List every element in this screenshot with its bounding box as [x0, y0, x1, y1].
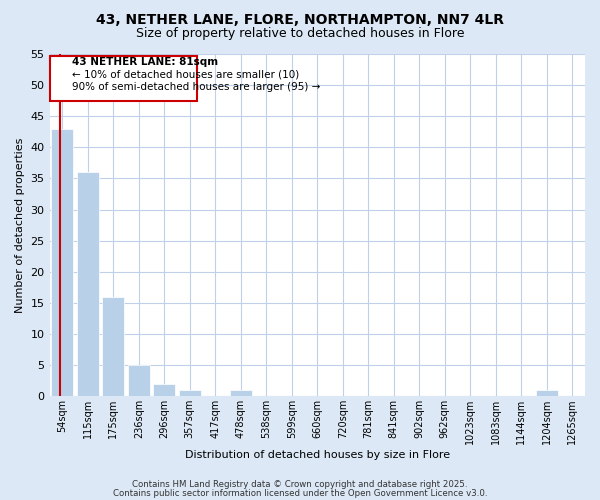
Bar: [52, 128, 73, 396]
Y-axis label: Number of detached properties: Number of detached properties: [15, 138, 25, 313]
Bar: [77, 172, 98, 396]
Bar: [536, 390, 557, 396]
FancyBboxPatch shape: [50, 56, 197, 100]
Text: 43, NETHER LANE, FLORE, NORTHAMPTON, NN7 4LR: 43, NETHER LANE, FLORE, NORTHAMPTON, NN7…: [96, 12, 504, 26]
X-axis label: Distribution of detached houses by size in Flore: Distribution of detached houses by size …: [185, 450, 450, 460]
Text: Size of property relative to detached houses in Flore: Size of property relative to detached ho…: [136, 28, 464, 40]
Bar: [128, 365, 149, 396]
Text: Contains public sector information licensed under the Open Government Licence v3: Contains public sector information licen…: [113, 488, 487, 498]
Bar: [230, 390, 251, 396]
Text: 43 NETHER LANE: 81sqm: 43 NETHER LANE: 81sqm: [73, 57, 218, 67]
Text: 90% of semi-detached houses are larger (95) →: 90% of semi-detached houses are larger (…: [73, 82, 321, 92]
Bar: [179, 390, 200, 396]
Text: Contains HM Land Registry data © Crown copyright and database right 2025.: Contains HM Land Registry data © Crown c…: [132, 480, 468, 489]
Text: ← 10% of detached houses are smaller (10): ← 10% of detached houses are smaller (10…: [73, 70, 300, 80]
Bar: [103, 296, 124, 396]
Bar: [154, 384, 175, 396]
